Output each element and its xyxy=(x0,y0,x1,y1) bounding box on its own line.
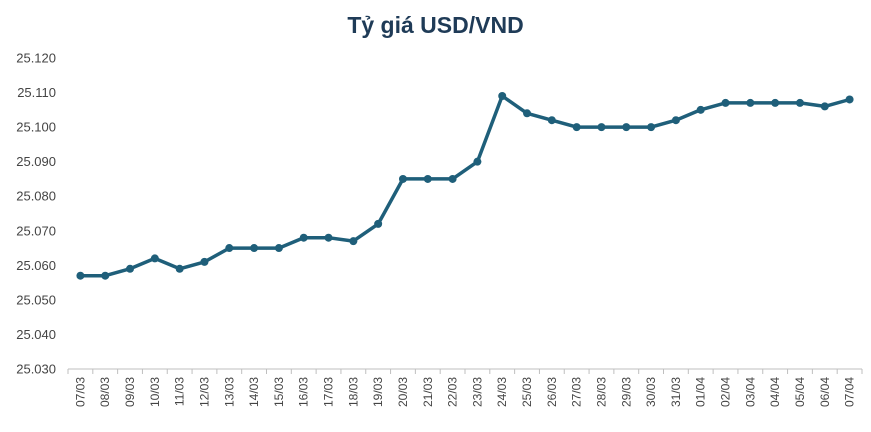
x-tick-label: 16/03 xyxy=(297,377,311,407)
y-tick-label: 25.050 xyxy=(16,292,56,307)
x-tick-label: 03/04 xyxy=(743,377,757,407)
data-point xyxy=(696,105,705,114)
data-point xyxy=(771,98,780,107)
data-point xyxy=(225,244,234,253)
x-tick-label: 09/03 xyxy=(123,377,137,407)
x-tick-label: 05/04 xyxy=(793,377,807,407)
x-tick-label: 01/04 xyxy=(694,377,708,407)
data-point xyxy=(349,237,358,246)
x-tick-label: 07/03 xyxy=(73,377,87,407)
y-axis-ticks: 25.030 25.040 25.050 25.060 25.070 25.080 25.0… xyxy=(16,51,56,377)
data-point xyxy=(175,264,184,273)
x-tick-label: 18/03 xyxy=(346,377,360,407)
data-point xyxy=(374,219,383,228)
x-tick-label: 14/03 xyxy=(247,377,261,407)
x-tick-label: 20/03 xyxy=(396,377,410,407)
x-tick-label: 30/03 xyxy=(644,377,658,407)
x-tick-label: 22/03 xyxy=(446,377,460,407)
y-tick-label: 25.090 xyxy=(16,154,56,169)
data-point xyxy=(274,244,283,253)
x-tick-label: 04/04 xyxy=(768,377,782,407)
y-tick-label: 25.060 xyxy=(16,258,56,273)
x-tick-label: 23/03 xyxy=(470,377,484,407)
series-line xyxy=(78,94,852,278)
data-point xyxy=(101,271,110,280)
x-tick-label: 25/03 xyxy=(520,377,534,407)
y-tick-label: 25.110 xyxy=(17,85,56,100)
data-point xyxy=(820,102,829,111)
data-point xyxy=(324,233,333,242)
y-tick-label: 25.070 xyxy=(16,223,56,238)
y-tick-label: 25.030 xyxy=(16,362,56,377)
x-tick-label: 08/03 xyxy=(98,377,112,407)
data-point xyxy=(150,254,159,263)
data-point xyxy=(423,174,432,183)
data-point xyxy=(448,174,457,183)
data-point xyxy=(647,123,656,132)
data-point xyxy=(498,92,507,101)
data-point xyxy=(398,174,407,183)
data-point xyxy=(622,123,631,132)
data-point xyxy=(572,123,581,132)
data-point xyxy=(746,98,755,107)
data-point xyxy=(299,233,308,242)
x-tick-label: 06/04 xyxy=(818,377,832,407)
x-tick-label: 10/03 xyxy=(148,377,162,407)
x-axis-ticks: 07/03 08/03 09/03 10/03 11/03 12/03 13/03 14/03… xyxy=(67,369,863,407)
x-tick-label: 27/03 xyxy=(570,377,584,407)
x-tick-label: 26/03 xyxy=(545,377,559,407)
x-tick-label: 15/03 xyxy=(272,377,286,407)
data-point xyxy=(250,244,259,253)
y-tick-label: 25.100 xyxy=(16,120,56,135)
y-tick-label: 25.080 xyxy=(16,189,56,204)
data-point xyxy=(547,116,556,125)
data-point xyxy=(597,123,606,132)
x-tick-label: 12/03 xyxy=(197,377,211,407)
y-tick-label: 25.120 xyxy=(16,51,56,66)
x-tick-label: 17/03 xyxy=(322,377,336,407)
x-tick-label: 02/04 xyxy=(719,377,733,407)
x-tick-label: 07/04 xyxy=(843,377,857,407)
x-tick-label: 19/03 xyxy=(371,377,385,407)
data-point xyxy=(523,109,532,118)
data-point xyxy=(76,271,85,280)
x-tick-label: 24/03 xyxy=(495,377,509,407)
data-point xyxy=(845,95,854,104)
data-point xyxy=(200,257,209,266)
y-tick-label: 25.040 xyxy=(16,327,56,342)
x-tick-label: 21/03 xyxy=(421,377,435,407)
data-point xyxy=(671,116,680,125)
chart-title: Tỷ giá USD/VND xyxy=(347,12,524,38)
data-point xyxy=(721,98,730,107)
data-point xyxy=(126,264,135,273)
x-tick-label: 13/03 xyxy=(222,377,236,407)
x-tick-label: 29/03 xyxy=(619,377,633,407)
x-tick-label: 28/03 xyxy=(594,377,608,407)
data-point xyxy=(473,157,482,166)
series-layer xyxy=(76,92,854,280)
x-tick-label: 11/03 xyxy=(173,377,187,406)
x-tick-label: 31/03 xyxy=(669,377,683,407)
data-point xyxy=(795,98,804,107)
